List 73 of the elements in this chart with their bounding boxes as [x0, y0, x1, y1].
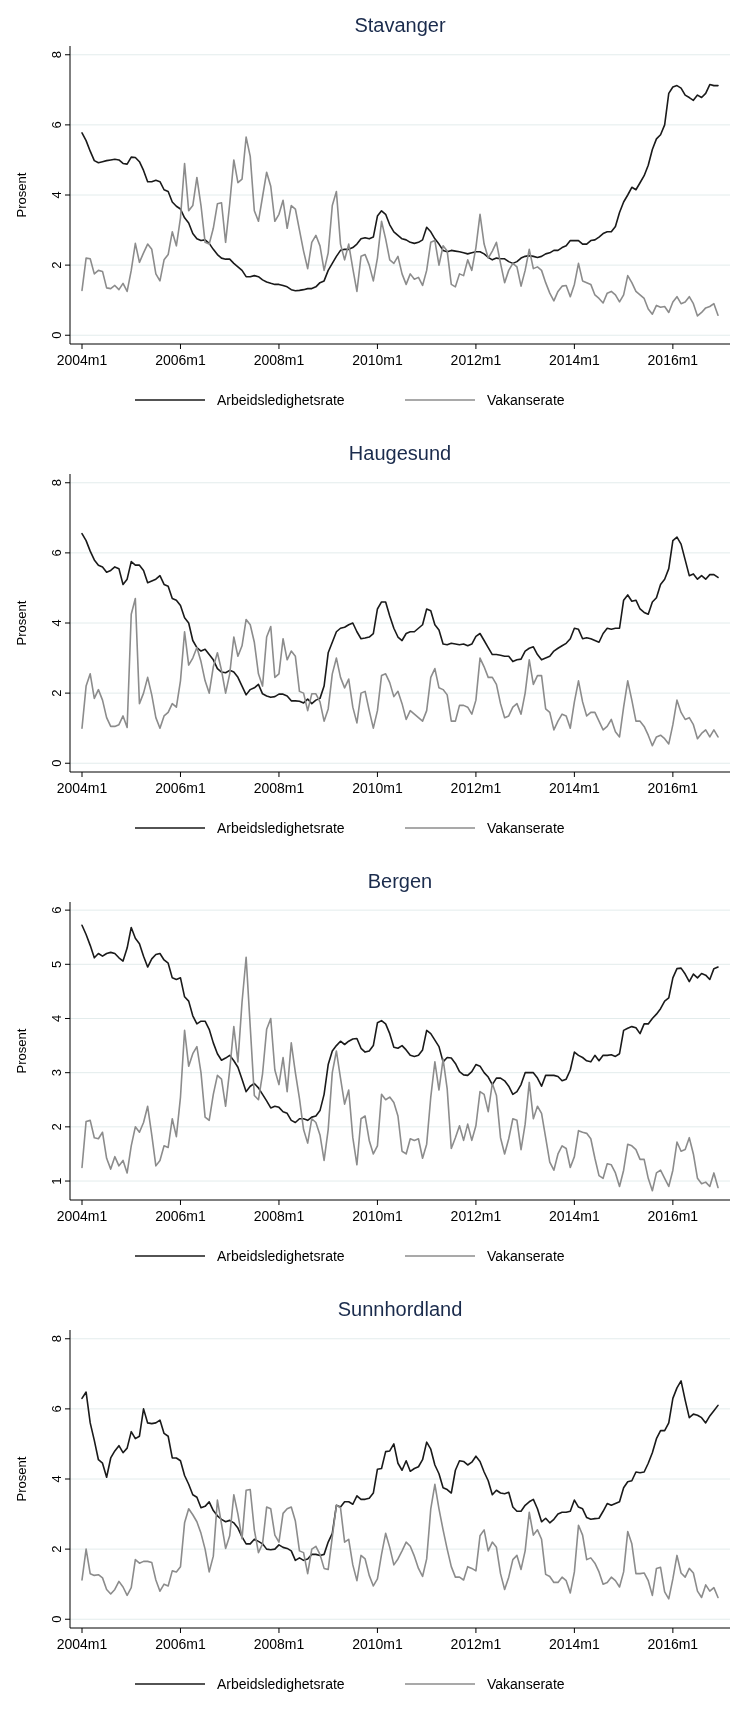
x-tick-label: 2006m1 — [155, 352, 206, 368]
x-tick-label: 2016m1 — [647, 352, 699, 368]
line-series — [81, 956, 719, 1192]
y-tick-label: 2 — [49, 261, 64, 269]
y-tick-label: 2 — [49, 1545, 64, 1553]
y-tick-label: 4 — [49, 1475, 64, 1483]
x-tick-label: 2010m1 — [352, 1636, 403, 1652]
legend-label: Vakanserate — [487, 820, 565, 836]
x-tick-label: 2014m1 — [549, 1636, 600, 1652]
x-tick-label: 2012m1 — [450, 352, 502, 368]
x-tick-label: 2012m1 — [450, 780, 502, 796]
y-tick-label: 0 — [49, 759, 64, 767]
chart-title: Bergen — [367, 870, 433, 892]
legend-label: Arbeidsledighetsrate — [217, 820, 345, 836]
x-tick-label: 2006m1 — [155, 1636, 206, 1652]
line-series — [81, 924, 719, 1124]
y-tick-label: 8 — [49, 51, 64, 59]
x-tick-label: 2014m1 — [549, 780, 600, 796]
x-tick-label: 2006m1 — [155, 1208, 206, 1224]
y-tick-label: 6 — [49, 1405, 64, 1413]
x-tick-label: 2012m1 — [450, 1208, 502, 1224]
y-tick-label: 1 — [49, 1177, 64, 1185]
y-tick-label: 6 — [49, 121, 64, 129]
x-tick-label: 2012m1 — [450, 1636, 502, 1652]
x-tick-label: 2016m1 — [647, 780, 699, 796]
y-axis-title: Prosent — [14, 600, 29, 646]
y-tick-label: 6 — [49, 906, 64, 914]
line-series — [81, 136, 719, 317]
legend-label: Vakanserate — [487, 1248, 565, 1264]
x-tick-label: 2010m1 — [352, 352, 403, 368]
x-tick-label: 2008m1 — [253, 1636, 305, 1652]
x-tick-label: 2008m1 — [253, 1208, 305, 1224]
y-axis-title: Prosent — [14, 1456, 29, 1502]
y-tick-label: 2 — [49, 1123, 64, 1131]
legend-label: Arbeidsledighetsrate — [217, 1676, 345, 1692]
x-tick-label: 2008m1 — [253, 352, 305, 368]
chart-title: Stavanger — [354, 14, 446, 36]
x-tick-label: 2004m1 — [56, 780, 108, 796]
y-tick-label: 3 — [49, 1069, 64, 1077]
y-tick-label: 0 — [49, 331, 64, 339]
legend-label: Vakanserate — [487, 1676, 565, 1692]
y-tick-label: 4 — [49, 191, 64, 199]
y-axis-title: Prosent — [14, 1028, 29, 1074]
x-tick-label: 2014m1 — [549, 352, 600, 368]
line-series — [81, 532, 719, 705]
y-tick-label: 6 — [49, 549, 64, 557]
x-tick-label: 2008m1 — [253, 780, 305, 796]
y-tick-label: 2 — [49, 689, 64, 697]
y-tick-label: 0 — [49, 1615, 64, 1623]
x-tick-label: 2004m1 — [56, 1636, 108, 1652]
legend-label: Vakanserate — [487, 392, 565, 408]
x-tick-label: 2014m1 — [549, 1208, 600, 1224]
line-series — [81, 1380, 719, 1562]
line-series — [81, 1483, 719, 1600]
x-tick-label: 2016m1 — [647, 1208, 699, 1224]
y-tick-label: 4 — [49, 619, 64, 627]
line-series — [81, 597, 719, 747]
legend-label: Arbeidsledighetsrate — [217, 1248, 345, 1264]
line-series — [81, 83, 719, 292]
x-tick-label: 2016m1 — [647, 1636, 699, 1652]
x-tick-label: 2010m1 — [352, 1208, 403, 1224]
y-tick-label: 5 — [49, 960, 64, 968]
legend-label: Arbeidsledighetsrate — [217, 392, 345, 408]
x-tick-label: 2004m1 — [56, 1208, 108, 1224]
chart-title: Haugesund — [348, 442, 452, 464]
chart-title: Sunnhordland — [337, 1298, 463, 1320]
y-tick-label: 8 — [49, 479, 64, 487]
y-axis-title: Prosent — [14, 172, 29, 218]
x-tick-label: 2006m1 — [155, 780, 206, 796]
y-tick-label: 4 — [49, 1014, 64, 1023]
x-tick-label: 2004m1 — [56, 352, 108, 368]
y-tick-label: 8 — [49, 1335, 64, 1343]
x-tick-label: 2010m1 — [352, 780, 403, 796]
